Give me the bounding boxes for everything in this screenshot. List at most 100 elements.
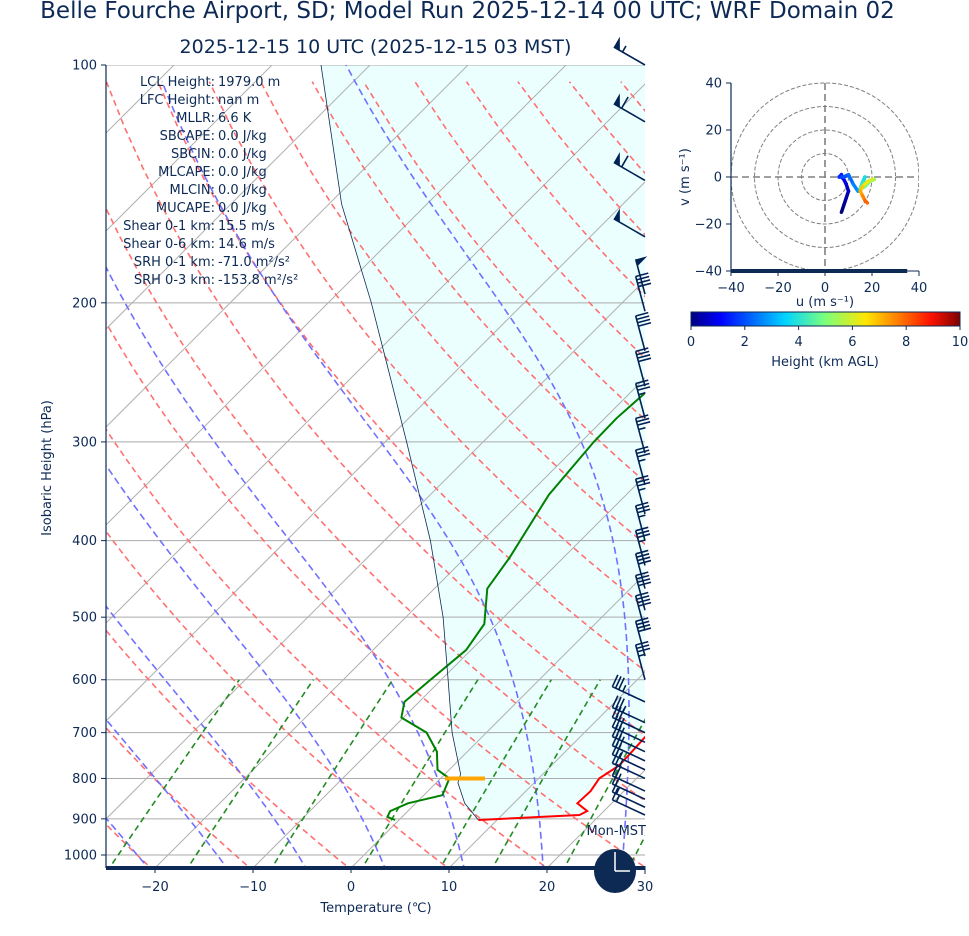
barb-staff — [612, 791, 646, 808]
mixing-ratio-line — [491, 679, 601, 868]
barb-full — [637, 578, 651, 584]
barb-full — [635, 526, 649, 532]
moist-adiabat — [345, 65, 630, 868]
barb-full — [611, 771, 619, 785]
temperature-line — [478, 735, 645, 821]
barb-half — [622, 684, 627, 692]
barb-full — [637, 386, 651, 392]
barb-staff — [612, 753, 646, 771]
moist-adiabat — [106, 604, 307, 868]
barb-full — [611, 695, 619, 708]
colorbar-tick-label: 10 — [952, 335, 969, 350]
barb-full — [635, 445, 649, 451]
x-tick-label: 10 — [441, 880, 458, 895]
hodograph-segment — [863, 198, 870, 205]
barb-full — [638, 559, 652, 565]
hodograph-x-tick-label: 0 — [821, 281, 829, 296]
dry-adiabat — [208, 81, 645, 609]
barb-full — [638, 601, 652, 607]
wind-barb — [634, 379, 651, 419]
wind-barb — [634, 272, 652, 312]
barb-staff — [634, 351, 646, 387]
barb-full — [611, 724, 619, 737]
stat-label: MLCIN: — [170, 183, 215, 198]
dry-adiabat — [106, 81, 645, 737]
barb-full — [637, 598, 651, 604]
wind-barb — [611, 714, 646, 744]
barb-full — [636, 417, 650, 423]
barb-full — [614, 752, 622, 766]
x-tick-label: 0 — [347, 880, 355, 895]
hodograph-x-tick-label: 20 — [864, 281, 881, 296]
moist-adiabat — [643, 65, 645, 68]
wind-barb — [634, 445, 651, 486]
barb-staff — [612, 716, 646, 734]
barb-full — [636, 478, 650, 484]
y-tick-label: 400 — [72, 534, 97, 549]
barb-full — [636, 553, 650, 558]
colorbar-label: Height (km AGL) — [771, 355, 879, 370]
barb-full — [636, 275, 650, 281]
hodograph-x-tick-label: −20 — [764, 281, 791, 296]
barb-full — [611, 779, 619, 793]
mixing-ratio-line — [439, 679, 552, 868]
colorbar-tick-label: 4 — [794, 335, 802, 350]
stat-value: 0.0 J/kg — [218, 129, 267, 144]
barb-staff — [634, 595, 646, 631]
colorbar-tick-label: 8 — [902, 335, 910, 350]
dry-adiabat — [106, 726, 252, 868]
x-tick-label: −20 — [141, 880, 168, 895]
barb-staff — [634, 644, 646, 680]
dry-adiabat — [157, 81, 645, 672]
barb-full — [636, 449, 650, 455]
y-tick-label: 1000 — [64, 849, 97, 864]
barb-half — [638, 653, 646, 657]
stat-label: SBCAPE: — [160, 129, 215, 144]
isotherm-line — [448, 671, 645, 868]
hodograph-y-label: v (m s⁻¹) — [678, 148, 693, 206]
y-axis-label: Isobaric Height (hPa) — [40, 400, 55, 536]
dewpoint-line — [386, 391, 645, 821]
barb-full — [636, 644, 650, 650]
wind-barb — [611, 787, 646, 816]
stat-label: LFC Height: — [140, 93, 215, 108]
barb-half — [618, 759, 624, 767]
barb-full — [635, 640, 649, 646]
barb-half — [638, 458, 646, 462]
dry-adiabat — [362, 81, 645, 421]
stat-value: 0.0 J/kg — [218, 201, 267, 216]
barb-staff — [612, 685, 646, 703]
barb-half — [615, 787, 621, 795]
dry-adiabat — [106, 321, 645, 868]
barb-full — [636, 574, 650, 580]
x-tick-label: −10 — [239, 880, 266, 895]
barb-half — [638, 514, 646, 518]
barb-full — [635, 414, 649, 420]
mixing-ratio-line — [563, 718, 645, 868]
barb-full — [637, 452, 651, 458]
isotherm-line — [350, 573, 645, 868]
barb-staff — [634, 315, 646, 351]
barb-half — [618, 751, 624, 759]
moist-adiabat — [106, 816, 150, 868]
y-tick-label: 600 — [72, 673, 97, 688]
barb-staff — [634, 383, 646, 419]
barb-full — [637, 279, 651, 285]
barb-full — [637, 556, 651, 562]
wind-barb — [634, 501, 651, 541]
hodograph-x-label: u (m s⁻¹) — [796, 295, 854, 310]
barb-full — [636, 505, 650, 511]
moist-adiabat — [106, 718, 228, 868]
colorbar-tick-label: 2 — [741, 335, 749, 350]
barb-staff — [613, 46, 646, 66]
barb-full — [635, 379, 649, 385]
wind-barb — [634, 347, 652, 387]
hodograph-y-tick-label: 40 — [705, 77, 722, 92]
barb-full — [635, 347, 649, 353]
moist-adiabat — [106, 463, 386, 868]
y-tick-label: 900 — [72, 812, 97, 827]
stat-value: 14.6 m/s — [218, 237, 275, 252]
colorbar — [690, 311, 961, 327]
barb-half — [638, 392, 646, 396]
